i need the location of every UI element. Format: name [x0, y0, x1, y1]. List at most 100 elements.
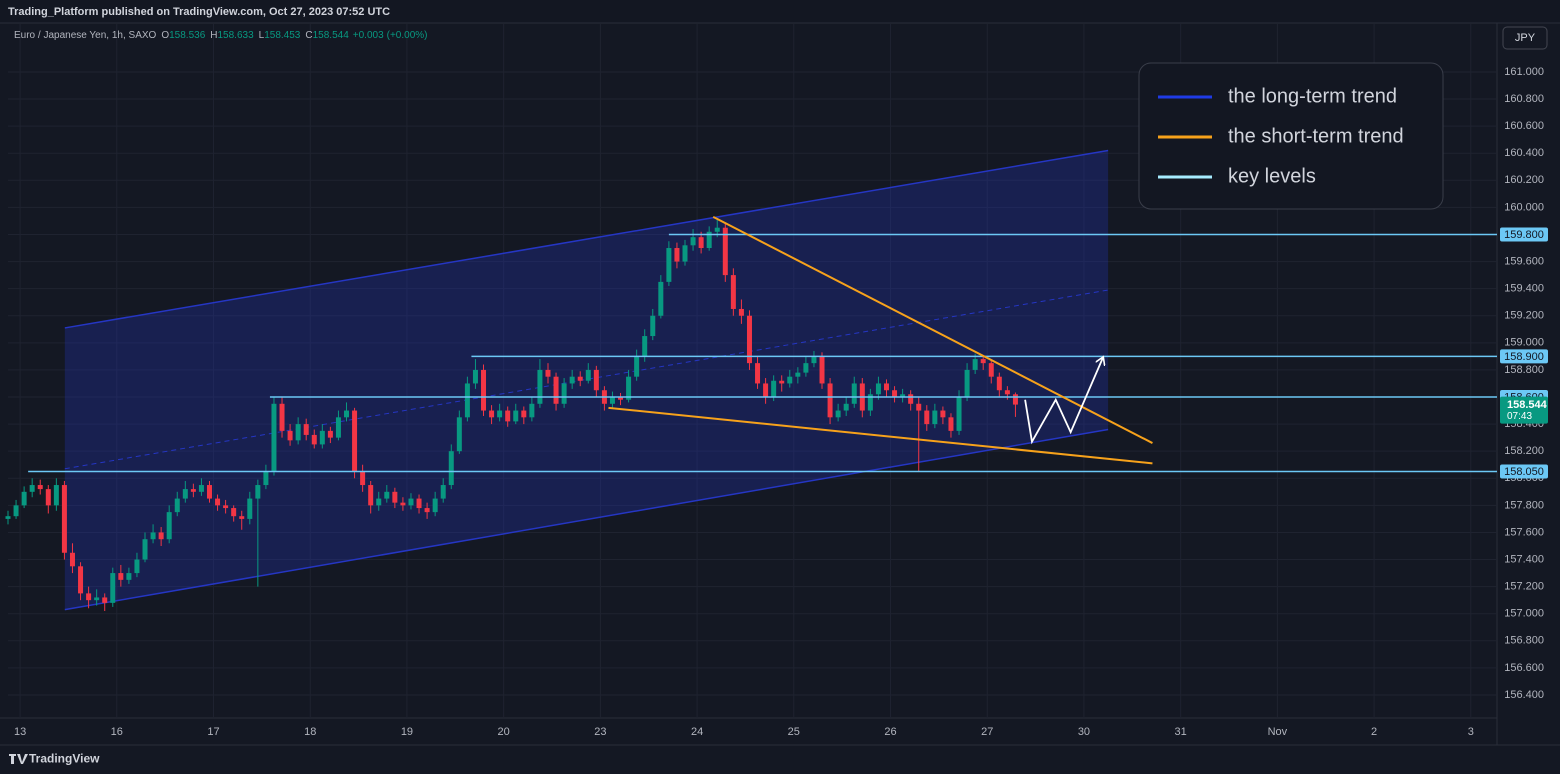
- ohlc-key: H: [210, 30, 217, 41]
- candle-body: [279, 403, 285, 431]
- candle-body: [215, 498, 221, 506]
- price-tag: [1500, 227, 1548, 242]
- price-tag-label: 158.050: [1504, 466, 1544, 478]
- candle-body: [698, 237, 704, 249]
- candle-body: [666, 248, 672, 282]
- y-tick-label: 157.800: [1504, 499, 1544, 511]
- x-tick-label: 3: [1468, 726, 1474, 738]
- candle-body: [481, 369, 487, 411]
- candle-body: [803, 363, 809, 373]
- candle-body: [811, 356, 817, 364]
- candle-body: [585, 369, 591, 381]
- candle-body: [295, 424, 301, 441]
- candle-body: [545, 369, 551, 377]
- candle-body: [287, 430, 293, 441]
- currency-button[interactable]: [1502, 26, 1548, 50]
- candle-body: [908, 394, 914, 404]
- candle-body: [714, 227, 720, 232]
- x-tick-label: 18: [304, 726, 316, 738]
- x-tick-label: 30: [1078, 726, 1090, 738]
- y-tick-label: 157.600: [1504, 526, 1544, 538]
- candle-body: [609, 397, 615, 404]
- candle-body: [722, 227, 728, 276]
- candle-body: [448, 451, 454, 486]
- y-tick-label: 159.400: [1504, 283, 1544, 295]
- candle-body: [174, 498, 180, 513]
- candle-body: [626, 376, 632, 400]
- ohlc-value: 158.453: [264, 30, 301, 41]
- x-tick-label: 25: [788, 726, 800, 738]
- y-tick-label: 159.600: [1504, 255, 1544, 267]
- candle-body: [505, 410, 511, 422]
- candle-body: [537, 369, 543, 404]
- y-tick-label: 160.600: [1504, 120, 1544, 132]
- candle-body: [344, 410, 350, 418]
- candle-body: [795, 372, 801, 377]
- channel-lower: [64, 428, 1109, 611]
- price-tag: [1500, 464, 1548, 479]
- candle-body: [21, 491, 27, 506]
- candle-body: [593, 369, 599, 391]
- candle-body: [142, 539, 148, 560]
- candle-body: [384, 491, 390, 499]
- candle-body: [900, 394, 906, 398]
- top-bar: [0, 0, 1560, 23]
- candle-body: [867, 394, 873, 411]
- candle-body: [239, 516, 245, 519]
- candle-body: [940, 410, 946, 418]
- brand-name: TradingView: [29, 752, 100, 766]
- change: +0.003: [353, 30, 384, 41]
- candle-body: [988, 363, 994, 377]
- currency-label[interactable]: JPY: [1515, 32, 1536, 44]
- candle-body: [255, 485, 261, 499]
- candle-body: [771, 380, 777, 398]
- candle-body: [674, 248, 680, 262]
- candle-body: [851, 383, 857, 404]
- candle-body: [577, 376, 583, 381]
- price-tag-label: 159.800: [1504, 229, 1544, 241]
- candle-body: [392, 491, 398, 503]
- candle-body: [521, 410, 527, 418]
- price-tag-label: 158.900: [1504, 351, 1544, 363]
- countdown-label: 07:43: [1507, 411, 1532, 422]
- candle-body: [263, 471, 269, 486]
- candle-body: [182, 489, 188, 499]
- candle-body: [972, 359, 978, 370]
- candle-body: [835, 410, 841, 418]
- candle-body: [513, 410, 519, 422]
- ohlc-key: C: [305, 30, 312, 41]
- candle-body: [327, 430, 333, 438]
- candle-body: [916, 403, 922, 411]
- candle-body: [529, 403, 535, 418]
- candle-body: [94, 597, 100, 601]
- candle-body: [53, 485, 59, 506]
- y-tick-label: 156.600: [1504, 662, 1544, 674]
- candle-body: [1012, 394, 1018, 405]
- candle-body: [13, 505, 19, 517]
- candle-body: [110, 573, 116, 603]
- y-tick-label: 159.200: [1504, 310, 1544, 322]
- candle-body: [755, 363, 761, 384]
- change-pct: (+0.00%): [387, 30, 428, 41]
- candle-body: [883, 383, 889, 391]
- candle-body: [650, 315, 656, 337]
- candle-body: [69, 552, 75, 567]
- x-tick-label: 23: [594, 726, 606, 738]
- candle-body: [738, 308, 744, 316]
- legend: the long-term trend the short-term trend k…: [1138, 62, 1444, 210]
- candle-body: [553, 376, 559, 404]
- published-note: Trading_Platform published on TradingVie…: [8, 6, 390, 18]
- candle-body: [658, 281, 664, 316]
- candle-body: [980, 359, 986, 364]
- channel-upper: [64, 149, 1109, 329]
- candle-body: [223, 505, 229, 509]
- candle-body: [569, 376, 575, 384]
- candle-body: [642, 336, 648, 357]
- candle-body: [376, 498, 382, 506]
- candle-body: [875, 383, 881, 395]
- candle-body: [1004, 390, 1010, 395]
- y-tick-label: 161.000: [1504, 66, 1544, 78]
- candle-body: [247, 498, 253, 519]
- x-tick-label: 17: [207, 726, 219, 738]
